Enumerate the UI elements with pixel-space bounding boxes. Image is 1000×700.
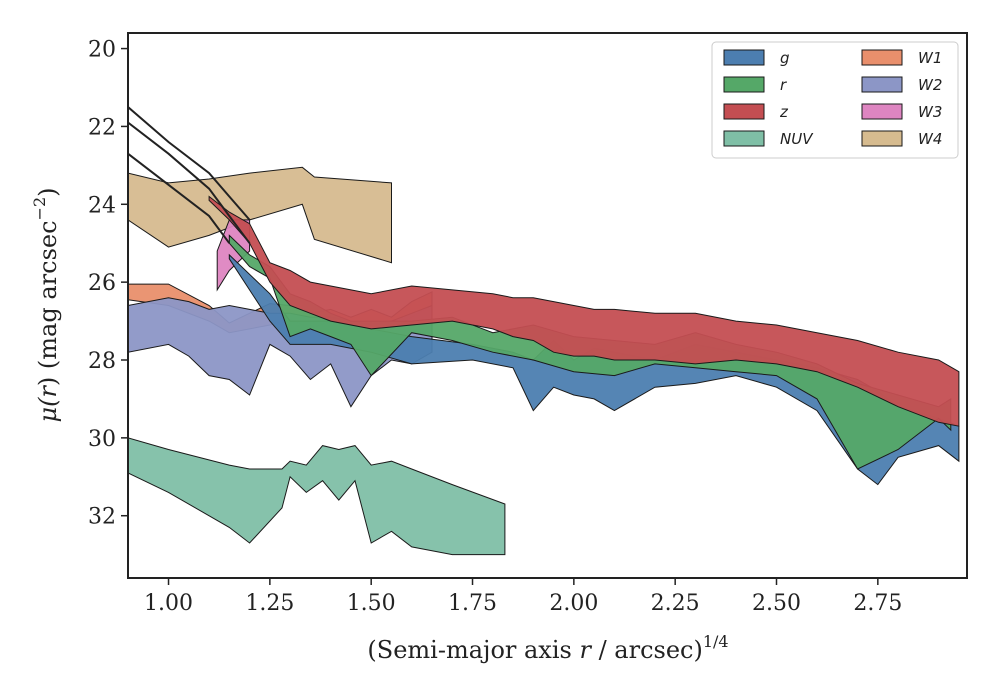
x-tick-label: 2.75 — [853, 591, 902, 616]
y-tick-label: 32 — [88, 505, 116, 530]
y-tick-label: 26 — [88, 271, 116, 296]
legend-label-g: g — [780, 49, 790, 67]
band-z — [208, 195, 960, 427]
x-tick-label: 1.50 — [347, 591, 396, 616]
y-tick-label: 22 — [88, 115, 116, 140]
y-tick-label: 20 — [88, 38, 116, 63]
legend-label-w4: W4 — [918, 130, 942, 148]
legend-label-r: r — [780, 76, 787, 94]
y-tick-label: 28 — [88, 349, 116, 374]
legend-swatch-r — [723, 76, 765, 93]
band-nuv — [128, 437, 506, 556]
x-axis: 1.00 1.25 1.50 1.75 2.00 2.25 2.50 2.75 — [144, 578, 902, 616]
model-lines-layer — [128, 106, 251, 244]
x-tick-label: 2.50 — [752, 591, 801, 616]
x-tick-label: 2.25 — [651, 591, 700, 616]
legend: grz NUV W1 W2 W3 W4 — [711, 41, 959, 159]
x-tick-label: 1.25 — [245, 591, 294, 616]
legend-label-nuv: NUV — [780, 130, 814, 148]
legend-swatch-w4 — [861, 130, 903, 147]
x-tick-label: 1.75 — [448, 591, 497, 616]
y-tick-label: 30 — [88, 427, 116, 452]
y-axis-label: μ(r) (mag arcsec−2) — [30, 187, 62, 422]
band-w4 — [128, 166, 392, 264]
legend-label-w2: W2 — [918, 76, 942, 94]
plot-frame — [127, 32, 968, 579]
legend-swatch-w3 — [861, 103, 903, 120]
y-tick-label: 24 — [88, 193, 116, 218]
series-layer — [128, 166, 960, 556]
model-line-3 — [128, 152, 231, 244]
x-tick-label: 1.00 — [144, 591, 193, 616]
legend-swatch-g — [723, 49, 765, 66]
legend-swatch-z — [723, 103, 765, 120]
x-tick-label: 2.00 — [549, 591, 598, 616]
x-axis-label: (Semi-major axis r / arcsec)1/4 — [367, 632, 728, 664]
model-line-2 — [128, 121, 251, 244]
legend-swatch-nuv — [723, 130, 765, 147]
legend-label-w3: W3 — [918, 103, 942, 121]
y-axis: 20 22 24 26 28 30 32 — [88, 38, 128, 530]
legend-box — [711, 41, 959, 159]
legend-swatch-w1 — [861, 49, 903, 66]
legend-label-z: z — [779, 103, 789, 121]
model-line-1 — [128, 106, 251, 221]
legend-swatch-w2 — [861, 76, 903, 93]
legend-label-w1: W1 — [918, 49, 942, 67]
